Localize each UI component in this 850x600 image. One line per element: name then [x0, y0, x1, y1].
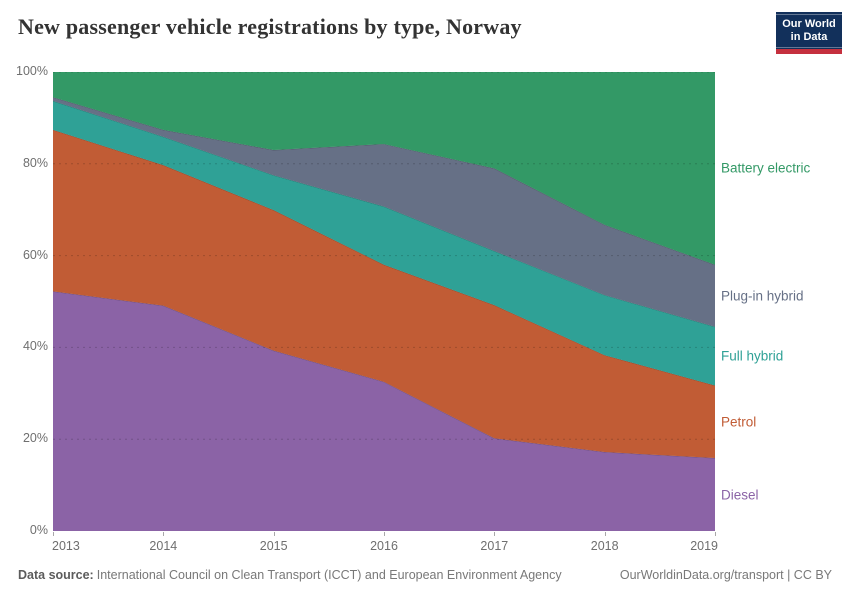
x-tick-2016 [384, 532, 385, 536]
plot-region: 0% 20% 40% 60% 80% 100% 2013 2014 2015 2016 2017 20… [16, 64, 811, 553]
owid-logo[interactable]: Our World in Data [774, 12, 844, 54]
stacked-area-plot [53, 72, 715, 531]
owid-logo-line2: in Data [790, 31, 828, 43]
x-axis-label-2017: 2017 [480, 539, 509, 553]
y-axis-label-60: 60% [22, 247, 48, 262]
x-axis-label-2015: 2015 [259, 539, 288, 553]
y-axis-label-40: 40% [22, 339, 48, 354]
area-diesel[interactable] [53, 291, 715, 531]
area-plug-in-hybrid[interactable] [53, 97, 715, 327]
y-axis-label-100: 100% [16, 64, 48, 78]
owid-license-link[interactable]: OurWorldinData.org/transport | CC BY [619, 568, 832, 582]
owid-logo-line1: Our World [782, 18, 836, 30]
x-tick-2017 [494, 532, 496, 536]
x-axis-label-2018: 2018 [590, 539, 619, 553]
y-axis-label-20: 20% [22, 431, 48, 446]
x-tick-2018 [604, 532, 606, 536]
x-tick-2019 [715, 532, 716, 536]
x-axis-label-2013: 2013 [52, 539, 80, 553]
page-title: New passenger vehicle registrations by t… [18, 14, 522, 39]
x-tick-2013 [53, 532, 54, 536]
x-tick-2014 [163, 532, 165, 536]
legend-label-full-hybrid[interactable]: Full hybrid [721, 348, 784, 364]
x-axis-label-2016: 2016 [370, 539, 398, 553]
legend-label-battery-electric[interactable]: Battery electric [721, 160, 811, 176]
x-axis-label-2014: 2014 [149, 539, 178, 553]
area-full-hybrid[interactable] [53, 100, 715, 386]
x-tick-2015 [273, 532, 275, 536]
y-axis-label-80: 80% [22, 155, 48, 170]
data-source-label: Data source: [18, 568, 94, 582]
data-source-text: International Council on Clean Transport… [96, 568, 562, 582]
area-battery-electric[interactable] [53, 72, 715, 265]
owid-logo-text: Our World in Data [774, 14, 844, 48]
x-axis-label-2019: 2019 [690, 539, 718, 553]
y-axis-label-0: 0% [29, 523, 48, 537]
footer: Data source: International Council on Cle… [18, 567, 832, 583]
data-source: Data source: International Council on Cle… [18, 567, 562, 583]
legend-label-petrol[interactable]: Petrol [721, 414, 757, 430]
legend-label-diesel[interactable]: Diesel [721, 487, 759, 502]
area-petrol[interactable] [53, 129, 715, 459]
legend-label-plug-in-hybrid[interactable]: Plug-in hybrid [721, 288, 804, 304]
